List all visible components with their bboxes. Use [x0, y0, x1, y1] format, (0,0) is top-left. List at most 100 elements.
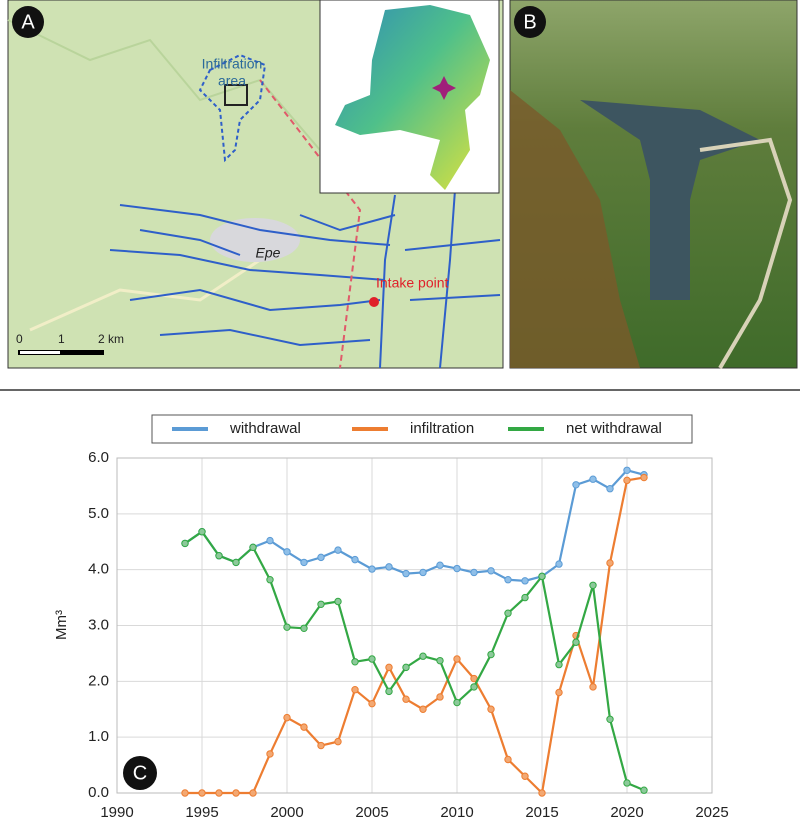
y-axis-label: Mm³: [53, 610, 70, 640]
data-point: [606, 715, 614, 723]
data-point: [283, 713, 291, 722]
data-point: [640, 786, 648, 794]
data-point: [419, 568, 427, 577]
data-point: [623, 779, 631, 787]
data-point: [555, 688, 563, 697]
series-line: [184, 469, 645, 582]
netherlands: [335, 5, 490, 190]
data-point: [504, 609, 512, 617]
data-point: [266, 576, 274, 584]
map-label: area: [218, 73, 246, 89]
data-point: [334, 737, 342, 746]
data-point: [266, 536, 274, 545]
x-tick-label: 1990: [100, 804, 133, 821]
data-point: [249, 543, 257, 552]
data-point: [368, 699, 376, 708]
legend-box: [151, 414, 693, 444]
intake-marker: [369, 297, 379, 307]
data-point: [538, 789, 546, 797]
x-tick-label: 2005: [355, 804, 388, 821]
data-point: [249, 789, 257, 797]
data-point: [402, 569, 410, 578]
panel-badge: [12, 6, 44, 38]
data-point: [402, 663, 410, 672]
x-tick-label: 2000: [270, 804, 303, 821]
x-tick-label: 2010: [440, 804, 473, 821]
data-point: [351, 686, 359, 694]
data-point: [266, 750, 274, 758]
data-point: [640, 473, 648, 482]
scale-label: 0: [16, 332, 23, 346]
x-tick-label: 2025: [695, 804, 728, 821]
data-point: [317, 600, 325, 608]
map-rivers: [109, 189, 501, 369]
data-point: [436, 656, 444, 665]
scale-bar: [20, 351, 60, 354]
data-point: [283, 548, 291, 556]
data-point: [504, 755, 512, 764]
data-point: [232, 558, 240, 567]
data-point: [385, 663, 393, 672]
infiltration-outline: [198, 53, 267, 163]
y-tick-label: 3.0: [88, 616, 109, 633]
map-rail: [259, 79, 362, 369]
x-tick-label: 2015: [525, 804, 558, 821]
data-point: [504, 576, 512, 584]
data-point: [419, 652, 427, 660]
data-point: [402, 695, 410, 703]
data-point: [470, 568, 478, 577]
data-point: [300, 558, 308, 567]
data-point: [572, 638, 580, 646]
data-point: [555, 560, 563, 568]
panel-badge: [514, 6, 546, 38]
photo-panel: B: [509, 0, 798, 370]
data-point: [198, 789, 206, 797]
y-tick-label: 5.0: [88, 505, 109, 522]
data-point: [589, 475, 597, 483]
legend-label: withdrawal: [229, 420, 301, 437]
map-panel: Infiltration area Epe Intake point 0 1 2…: [7, 0, 504, 369]
data-point: [215, 552, 223, 560]
y-tick-label: 2.0: [88, 672, 109, 689]
data-point: [300, 723, 308, 731]
data-point: [521, 577, 529, 585]
plot: 0.0 1.0 2.0 3.0 4.0 5.0 6.0 1990 1995 2000 2005 201…: [88, 420, 729, 821]
data-point: [538, 572, 546, 581]
scale-label: 1: [58, 332, 65, 346]
data-point: [317, 553, 325, 562]
data-point: [181, 539, 189, 548]
data-point: [368, 655, 376, 663]
data-point: [385, 563, 393, 571]
data-point: [453, 655, 461, 663]
infiltration-ponds: [224, 84, 248, 106]
data-point: [606, 485, 614, 493]
panel-label: B: [523, 11, 536, 33]
data-point: [555, 660, 563, 669]
legend-label: net withdrawal: [566, 420, 662, 437]
data-point: [521, 772, 529, 780]
panel-badge: [123, 756, 157, 790]
data-point: [334, 597, 342, 606]
data-point: [623, 466, 631, 474]
y-tick-label: 0.0: [88, 784, 109, 801]
data-point: [487, 650, 495, 659]
map-town: [210, 218, 300, 262]
legend-label: infiltration: [410, 420, 474, 437]
data-point: [606, 559, 614, 567]
y-tick-label: 6.0: [88, 449, 109, 466]
data-point: [317, 741, 325, 750]
photo-trees: [510, 90, 640, 368]
x-tick-label: 2020: [610, 804, 643, 821]
y-tick-label: 4.0: [88, 561, 109, 578]
data-point: [487, 705, 495, 713]
data-point: [487, 567, 495, 575]
data-point: [351, 555, 359, 564]
photo-dike: [699, 137, 793, 370]
data-point: [453, 564, 461, 573]
data-point: [300, 624, 308, 632]
data-point: [453, 698, 461, 707]
data-point: [589, 683, 597, 691]
photo-water: [580, 100, 760, 300]
panel-label: A: [21, 11, 35, 33]
